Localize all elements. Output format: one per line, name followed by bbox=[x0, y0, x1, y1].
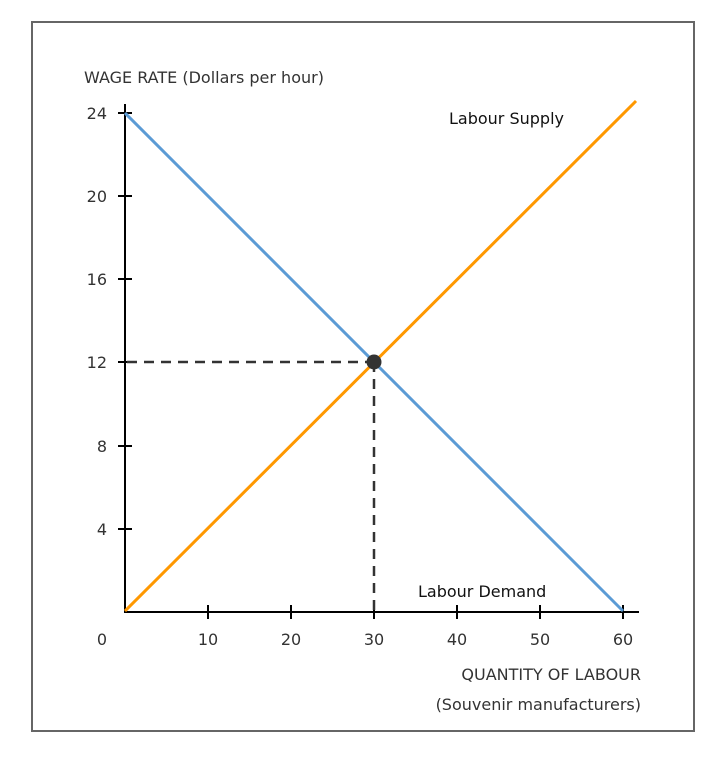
x-tick-label: 50 bbox=[530, 630, 550, 649]
y-tick-labels: 4 8 12 16 20 24 bbox=[87, 104, 107, 539]
y-tick-label: 8 bbox=[97, 437, 107, 456]
x-tick-labels: 0 10 20 30 40 50 60 bbox=[97, 630, 633, 649]
y-tick-label: 24 bbox=[87, 104, 107, 123]
equilibrium-point bbox=[366, 354, 382, 370]
supply-line bbox=[123, 99, 638, 613]
x-tick-label: 40 bbox=[447, 630, 467, 649]
chart-frame bbox=[31, 21, 695, 732]
demand-label: Labour Demand bbox=[418, 582, 546, 601]
x-tick-label: 20 bbox=[281, 630, 301, 649]
y-tick-label: 20 bbox=[87, 187, 107, 206]
x-tick-label: 10 bbox=[198, 630, 218, 649]
x-axis-title: QUANTITY OF LABOUR bbox=[461, 665, 641, 684]
y-tick-label: 4 bbox=[97, 520, 107, 539]
supply-label: Labour Supply bbox=[449, 109, 564, 128]
x-tick-label: 60 bbox=[613, 630, 633, 649]
x-tick-label: 30 bbox=[364, 630, 384, 649]
y-tick-label: 12 bbox=[87, 353, 107, 372]
x-ticks bbox=[207, 605, 624, 619]
x-axis-subtitle: (Souvenir manufacturers) bbox=[436, 695, 641, 714]
origin-label: 0 bbox=[97, 630, 107, 649]
y-tick-label: 16 bbox=[87, 270, 107, 289]
y-axis-title: WAGE RATE (Dollars per hour) bbox=[84, 68, 324, 87]
